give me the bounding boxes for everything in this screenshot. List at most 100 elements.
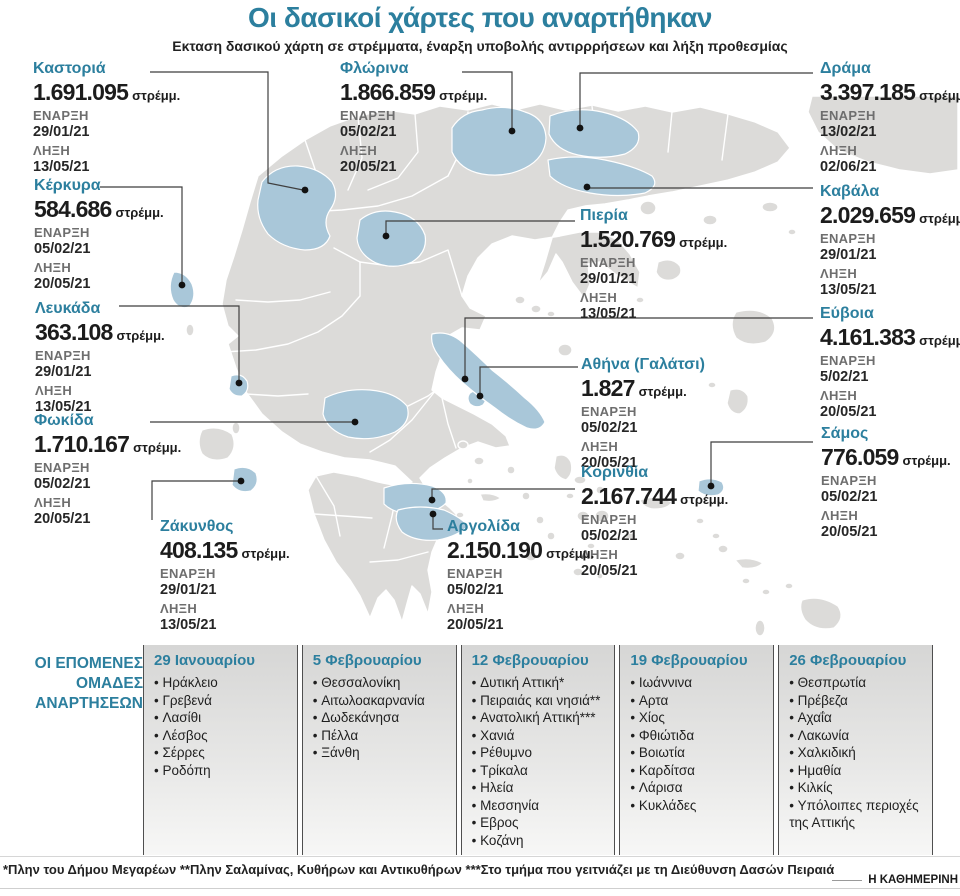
end-label: ΛΗΞΗ — [34, 495, 72, 510]
bottom-divider — [0, 888, 960, 889]
header: Οι δασικοί χάρτες που αναρτήθηκαν Εκταση… — [0, 0, 960, 54]
list-item: Λάρισα — [630, 779, 768, 797]
end-date: 20/05/21 — [821, 524, 878, 540]
area-unit: στρέμμ. — [546, 546, 595, 561]
area-unit: στρέμμ. — [919, 88, 960, 103]
list-item: Καρδίτσα — [630, 762, 768, 780]
region-area: 408.135 — [160, 537, 238, 563]
list-item: Ξάνθη — [313, 744, 451, 762]
start-date: 5/02/21 — [820, 369, 869, 385]
region-name: Αθήνα (Γαλάτσι) — [581, 356, 705, 373]
map-neighbour-land — [807, 95, 959, 175]
end-label: ΛΗΞΗ — [35, 383, 73, 398]
region-callout-kastoria: Καστοριά 1.691.095 στρέμμ. ΕΝΑΡΞΗ 29/01/2… — [33, 60, 193, 176]
list-item: Ρέθυμνο — [472, 744, 610, 762]
upcoming-heading: ΟΙ ΕΠΟΜΕΝΕΣ ΟΜΑΔΕΣ ΑΝΑΡΤΗΣΕΩΝ — [34, 655, 143, 713]
map-region-drama — [548, 109, 640, 158]
area-unit: στρέμμ. — [133, 440, 182, 455]
start-label: ΕΝΑΡΞΗ — [447, 566, 503, 581]
region-name: Φωκίδα — [34, 412, 94, 429]
start-label: ΕΝΑΡΞΗ — [820, 231, 876, 246]
list-item: Βοιωτία — [630, 744, 768, 762]
region-name: Κέρκυρα — [34, 177, 101, 194]
region-callout-lefkada: Λευκάδα 363.108 στρέμμ. ΕΝΑΡΞΗ 29/01/21 Λ… — [35, 300, 195, 416]
end-label: ΛΗΞΗ — [820, 388, 858, 403]
area-unit: στρέμμ. — [902, 453, 951, 468]
start-label: ΕΝΑΡΞΗ — [820, 108, 876, 123]
region-name: Σάμος — [821, 425, 869, 442]
area-unit: στρέμμ. — [439, 88, 488, 103]
start-label: ΕΝΑΡΞΗ — [160, 566, 216, 581]
footnote: *Πλην του Δήμου Μεγαρέων **Πλην Σαλαμίνα… — [0, 856, 960, 877]
list-item: Πειραιάς και νησιά** — [472, 692, 610, 710]
page-title: Οι δασικοί χάρτες που αναρτήθηκαν — [248, 2, 712, 33]
region-callout-kerkyra: Κέρκυρα 584.686 στρέμμ. ΕΝΑΡΞΗ 05/02/21 Λ… — [34, 177, 194, 293]
end-label: ΛΗΞΗ — [160, 601, 198, 616]
end-date: 13/05/21 — [33, 159, 90, 175]
start-label: ΕΝΑΡΞΗ — [35, 348, 91, 363]
list-item: Ροδόπη — [154, 762, 292, 780]
list-item: Λακωνία — [789, 727, 927, 745]
region-callout-athens: Αθήνα (Γαλάτσι) 1.827 στρέμμ. ΕΝΑΡΞΗ 05/0… — [581, 356, 761, 472]
area-unit: στρέμμ. — [919, 333, 960, 348]
region-area: 4.161.383 — [820, 324, 916, 350]
area-unit: στρέμμ. — [680, 492, 729, 507]
region-callout-fokida: Φωκίδα 1.710.167 στρέμμ. ΕΝΑΡΞΗ 05/02/21 … — [34, 412, 194, 528]
start-date: 05/02/21 — [340, 124, 397, 140]
group-column-12-feb: 12 Φεβρουαρίου Δυτική Αττική* Πειραιάς κ… — [460, 645, 616, 855]
group-date: 12 Φεβρουαρίου — [471, 652, 589, 669]
list-item: Τρίκαλα — [472, 762, 610, 780]
end-date: 20/05/21 — [340, 159, 397, 175]
list-item: Ηλεία — [472, 779, 610, 797]
region-name: Κορινθία — [581, 464, 649, 481]
list-item: Εβρος — [472, 814, 610, 832]
list-item: Κοζάνη — [472, 832, 610, 850]
start-date: 29/01/21 — [580, 271, 637, 287]
region-area: 2.029.659 — [820, 202, 916, 228]
region-area: 1.866.859 — [340, 79, 436, 105]
end-date: 20/05/21 — [820, 404, 877, 420]
group-date: 19 Φεβρουαρίου — [630, 652, 748, 669]
region-callout-korinthia: Κορινθία 2.167.744 στρέμμ. ΕΝΑΡΞΗ 05/02/2… — [581, 464, 741, 580]
list-item: Πρέβεζα — [789, 692, 927, 710]
start-date: 29/01/21 — [820, 247, 877, 263]
area-unit: στρέμμ. — [919, 211, 960, 226]
start-date: 29/01/21 — [33, 124, 90, 140]
list-item: Αρτα — [630, 692, 768, 710]
list-item: Αιτωλοακαρνανία — [313, 692, 451, 710]
area-unit: στρέμμ. — [638, 384, 687, 399]
list-item: Θεσπρωτία — [789, 674, 927, 692]
end-label: ΛΗΞΗ — [581, 547, 619, 562]
end-date: 20/05/21 — [447, 617, 504, 633]
list-item: Σέρρες — [154, 744, 292, 762]
end-date: 02/06/21 — [820, 159, 877, 175]
list-item: Υπόλοιπες περιοχές της Αττικής — [789, 797, 927, 832]
end-date: 13/05/21 — [160, 617, 217, 633]
end-date: 13/05/21 — [35, 399, 92, 415]
map-region-fokida — [322, 389, 409, 440]
start-label: ΕΝΑΡΞΗ — [33, 108, 89, 123]
list-item: Κυκλάδες — [630, 797, 768, 815]
area-unit: στρέμμ. — [679, 235, 728, 250]
start-date: 05/02/21 — [581, 528, 638, 544]
start-date: 29/01/21 — [160, 582, 217, 598]
greece-map — [0, 50, 960, 645]
map-region-florina — [451, 106, 547, 176]
map-region-evia — [431, 332, 546, 430]
area-unit: στρέμμ. — [116, 328, 165, 343]
page-subtitle: Εκταση δασικού χάρτη σε στρέμματα, έναρξ… — [172, 38, 788, 54]
start-label: ΕΝΑΡΞΗ — [581, 512, 637, 527]
end-label: ΛΗΞΗ — [821, 508, 859, 523]
end-date: 20/05/21 — [34, 511, 91, 527]
upcoming-columns: 29 Ιανουαρίου Ηράκλειο Γρεβενά Λασίθι Λέ… — [143, 645, 933, 855]
end-label: ΛΗΞΗ — [33, 143, 71, 158]
start-label: ΕΝΑΡΞΗ — [34, 460, 90, 475]
list-item: Γρεβενά — [154, 692, 292, 710]
map-region-zakynthos — [231, 466, 258, 493]
region-name: Λευκάδα — [35, 300, 101, 317]
list-item: Ηράκλειο — [154, 674, 292, 692]
list-item: Ανατολική Αττική*** — [472, 709, 610, 727]
region-area: 1.710.167 — [34, 431, 130, 457]
